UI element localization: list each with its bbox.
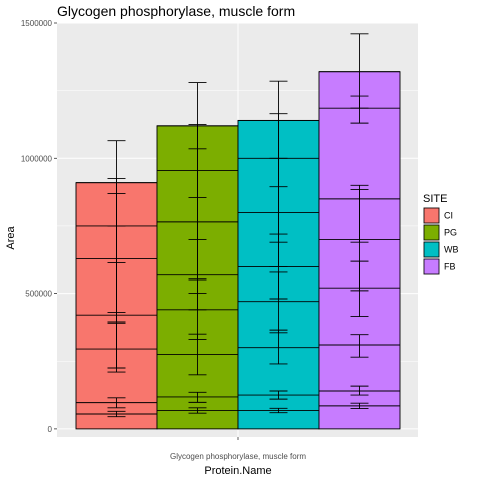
legend-key-ci (423, 207, 440, 224)
legend-key-pg (423, 224, 440, 241)
legend: SITE CI PG WB FB (423, 193, 459, 275)
y-axis: 0 500000 1000000 1500000 (21, 19, 57, 434)
legend-label-ci: CI (444, 211, 453, 221)
x-axis: Glycogen phosphorylase, muscle form (170, 437, 306, 461)
legend-title: SITE (423, 193, 447, 205)
x-axis-title: Protein.Name (204, 465, 271, 477)
y-axis-title: Area (5, 226, 17, 250)
chart-title: Glycogen phosphorylase, muscle form (57, 3, 295, 19)
legend-label-fb: FB (444, 262, 456, 272)
legend-label-pg: PG (444, 228, 457, 238)
legend-label-wb: WB (444, 245, 459, 255)
legend-key-fb (423, 258, 440, 275)
y-tick-label: 1000000 (21, 154, 53, 163)
error-bars (107, 33, 369, 418)
legend-key-wb (423, 241, 440, 258)
y-tick-label: 1500000 (21, 19, 53, 28)
y-tick-label: 500000 (25, 290, 52, 299)
y-tick-label: 0 (48, 425, 53, 434)
x-tick-label: Glycogen phosphorylase, muscle form (170, 452, 306, 461)
